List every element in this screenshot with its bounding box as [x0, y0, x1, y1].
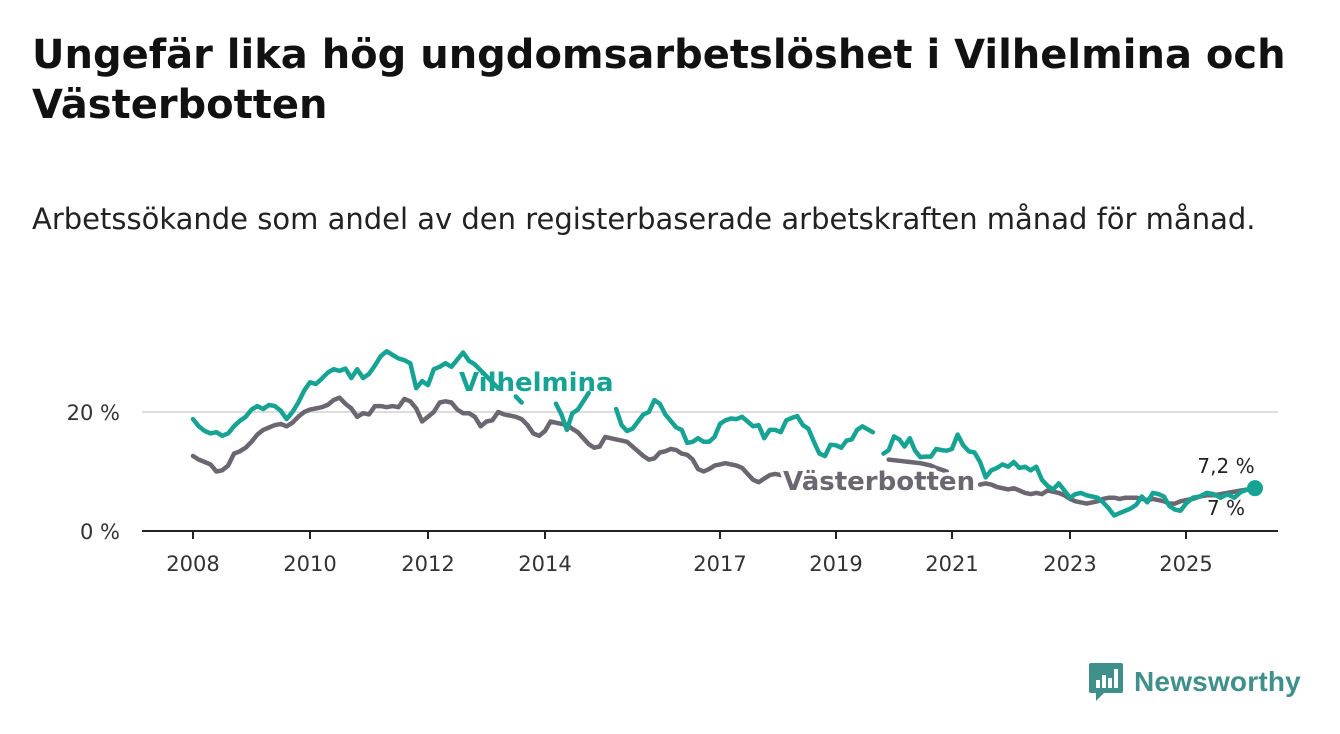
- vilhelmina-line-segment: [553, 390, 591, 433]
- x-tick-label: 2017: [693, 552, 746, 576]
- vilhelmina-line-segment: [513, 394, 524, 405]
- vilhelmina-series-label: Vilhelmina: [459, 368, 614, 398]
- series-lines: [190, 349, 1263, 518]
- x-tick-label: 2019: [809, 552, 862, 576]
- x-tick-label: 2010: [283, 552, 336, 576]
- x-tick-label: 2014: [518, 552, 571, 576]
- vasterbotten-label-halo: Västerbotten: [783, 467, 975, 497]
- bar-chart-speech-bubble-icon: [1089, 663, 1123, 701]
- vilhelmina-line-segment: [190, 349, 501, 439]
- vasterbotten-series-label: Västerbotten: [783, 467, 975, 497]
- y-tick-label: 20 %: [67, 401, 120, 425]
- vasterbotten-line-segment: [886, 457, 949, 474]
- vasterbotten-line-segment: [190, 395, 795, 485]
- axes: 0 % 20 % 2008 2010 2012 2014 2017 2019 2021 2023 2…: [67, 401, 1278, 576]
- x-tick-label: 2008: [166, 552, 219, 576]
- vilhelmina-line-segment: [881, 432, 1258, 518]
- vilhelmina-end-point: [1247, 480, 1263, 497]
- newsworthy-logo[interactable]: Newsworthy: [1088, 661, 1301, 703]
- x-tick-label: 2023: [1043, 552, 1096, 576]
- brand-name: Newsworthy: [1134, 666, 1301, 697]
- chart-subtitle: Arbetssökande som andel av den registerb…: [32, 202, 1256, 236]
- vilhelmina-line-segment: [613, 397, 876, 459]
- vilhelmina-end-label: 7,2 %: [1197, 454, 1254, 478]
- y-tick-label: 0 %: [80, 520, 120, 544]
- x-tick-label: 2021: [925, 552, 978, 576]
- page-title: Ungefär lika hög ungdomsarbetslöshet i V…: [32, 32, 1286, 128]
- vasterbotten-end-label: 7 %: [1207, 496, 1245, 520]
- x-tick-label: 2025: [1159, 552, 1212, 576]
- x-tick-label: 2012: [401, 552, 454, 576]
